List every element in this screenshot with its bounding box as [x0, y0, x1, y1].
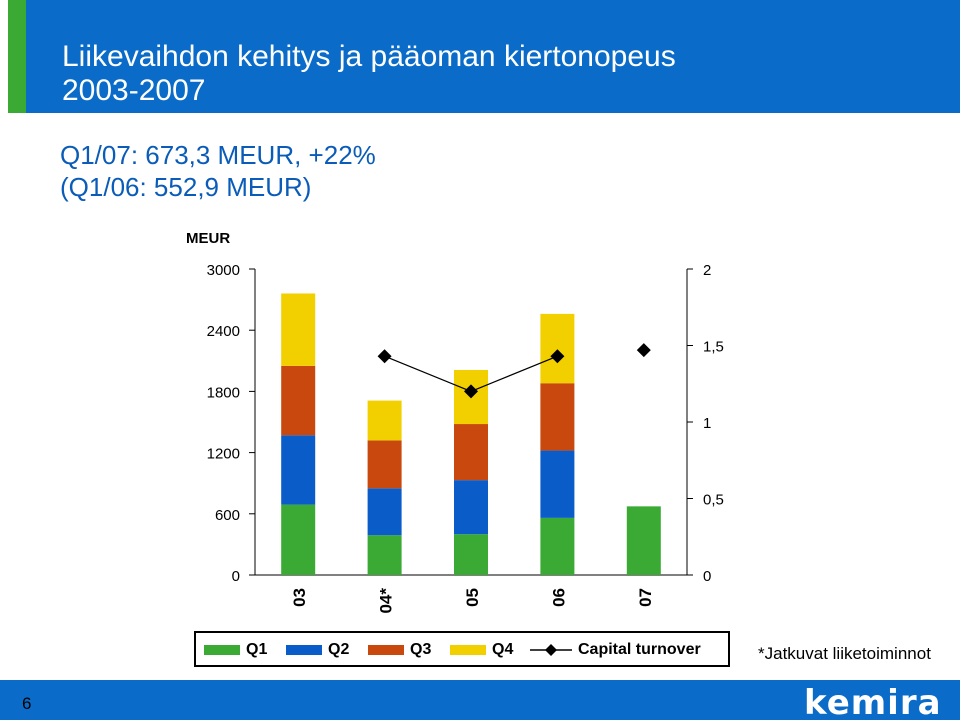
x-tick-label: 06	[549, 588, 568, 607]
footnote: *Jatkuvat liiketoiminnot	[758, 644, 931, 663]
bar-q4-03	[281, 293, 316, 366]
legend-label-q3: Q3	[410, 641, 432, 658]
title-line-1: Liikevaihdon kehitys ja pääoman kiertono…	[62, 40, 676, 73]
y2-tick-label: 1	[703, 415, 711, 432]
title-accent	[8, 0, 26, 113]
y-tick-label: 3000	[207, 262, 240, 279]
title-line-2: 2003-2007	[62, 74, 206, 107]
bar-q2-04	[367, 488, 402, 536]
bar-q3-05	[454, 424, 488, 481]
footer-left	[0, 680, 62, 720]
legend-label-q1: Q1	[246, 641, 268, 658]
legend-label-q2: Q2	[328, 641, 350, 658]
bar-q1-03	[281, 504, 316, 575]
bar-q4-06	[540, 313, 575, 384]
y2-tick-label: 0,5	[703, 492, 724, 509]
capital-turnover-point	[550, 349, 565, 364]
x-tick-label: 07	[636, 588, 655, 607]
bar-q1-06	[540, 517, 575, 575]
chart: MEUR 0 600 1200 1800 2400 3000 0 0,5 1 1,5 2 03 04* 05…	[186, 230, 724, 614]
bar-q3-06	[540, 383, 575, 451]
page-number: 6	[22, 694, 32, 713]
page-title: Liikevaihdon kehitys ja pääoman kiertono…	[62, 40, 676, 108]
bar-q3-04	[367, 440, 402, 489]
legend-line-marker-icon	[530, 644, 572, 656]
bar-q2-03	[281, 435, 316, 505]
subtitle-line-1: Q1/07: 673,3 MEUR, +22%	[60, 140, 376, 170]
legend-swatch-q4	[450, 645, 486, 655]
capital-turnover-segment	[470, 355, 558, 392]
legend-item-capital-turnover: Capital turnover	[530, 641, 701, 659]
x-tick-label: 03	[290, 588, 309, 607]
legend-item-q2: Q2	[286, 641, 349, 659]
x-tick-label: 04*	[377, 588, 396, 614]
y-tick-label: 600	[215, 507, 240, 524]
bar-q4-04	[367, 400, 402, 441]
bar-q1-05	[454, 534, 488, 575]
capital-turnover-segment	[384, 355, 472, 392]
kemira-logo: kemira	[804, 683, 942, 723]
chart-legend: Q1 Q2 Q3 Q4 Capital turnover	[194, 631, 730, 667]
title-bar: Liikevaihdon kehitys ja pääoman kiertono…	[0, 0, 960, 113]
bar-q2-05	[454, 480, 488, 535]
y-axis-label: MEUR	[186, 230, 230, 247]
legend-label-capital-turnover: Capital turnover	[578, 641, 701, 658]
capital-turnover-point	[636, 343, 651, 358]
legend-label-q4: Q4	[492, 641, 514, 658]
y-tick-label: 1200	[207, 446, 240, 463]
legend-swatch-q3	[368, 645, 404, 655]
y2-tick-label: 2	[703, 262, 711, 279]
bar-q1-04	[367, 535, 402, 575]
y-tick-label: 2400	[207, 323, 240, 340]
y2-tick-label: 0	[703, 568, 711, 585]
legend-swatch-q2	[286, 645, 322, 655]
capital-turnover-point	[377, 349, 392, 364]
bar-q2-06	[540, 450, 575, 518]
bar-q3-03	[281, 365, 316, 436]
legend-item-q4: Q4	[450, 641, 513, 659]
y-tick-label: 0	[232, 568, 240, 585]
footer-bar	[62, 680, 960, 720]
bar-q1-07	[626, 506, 661, 575]
legend-item-q3: Q3	[368, 641, 431, 659]
title-background	[26, 0, 960, 113]
y-tick-label: 1800	[207, 384, 240, 401]
capital-turnover-point	[464, 384, 478, 399]
x-tick-label: 05	[463, 588, 482, 607]
y2-tick-label: 1,5	[703, 339, 724, 356]
subtitle-line-2: (Q1/06: 552,9 MEUR)	[60, 172, 312, 202]
legend-item-q1: Q1	[204, 641, 267, 659]
legend-swatch-q1	[204, 645, 240, 655]
